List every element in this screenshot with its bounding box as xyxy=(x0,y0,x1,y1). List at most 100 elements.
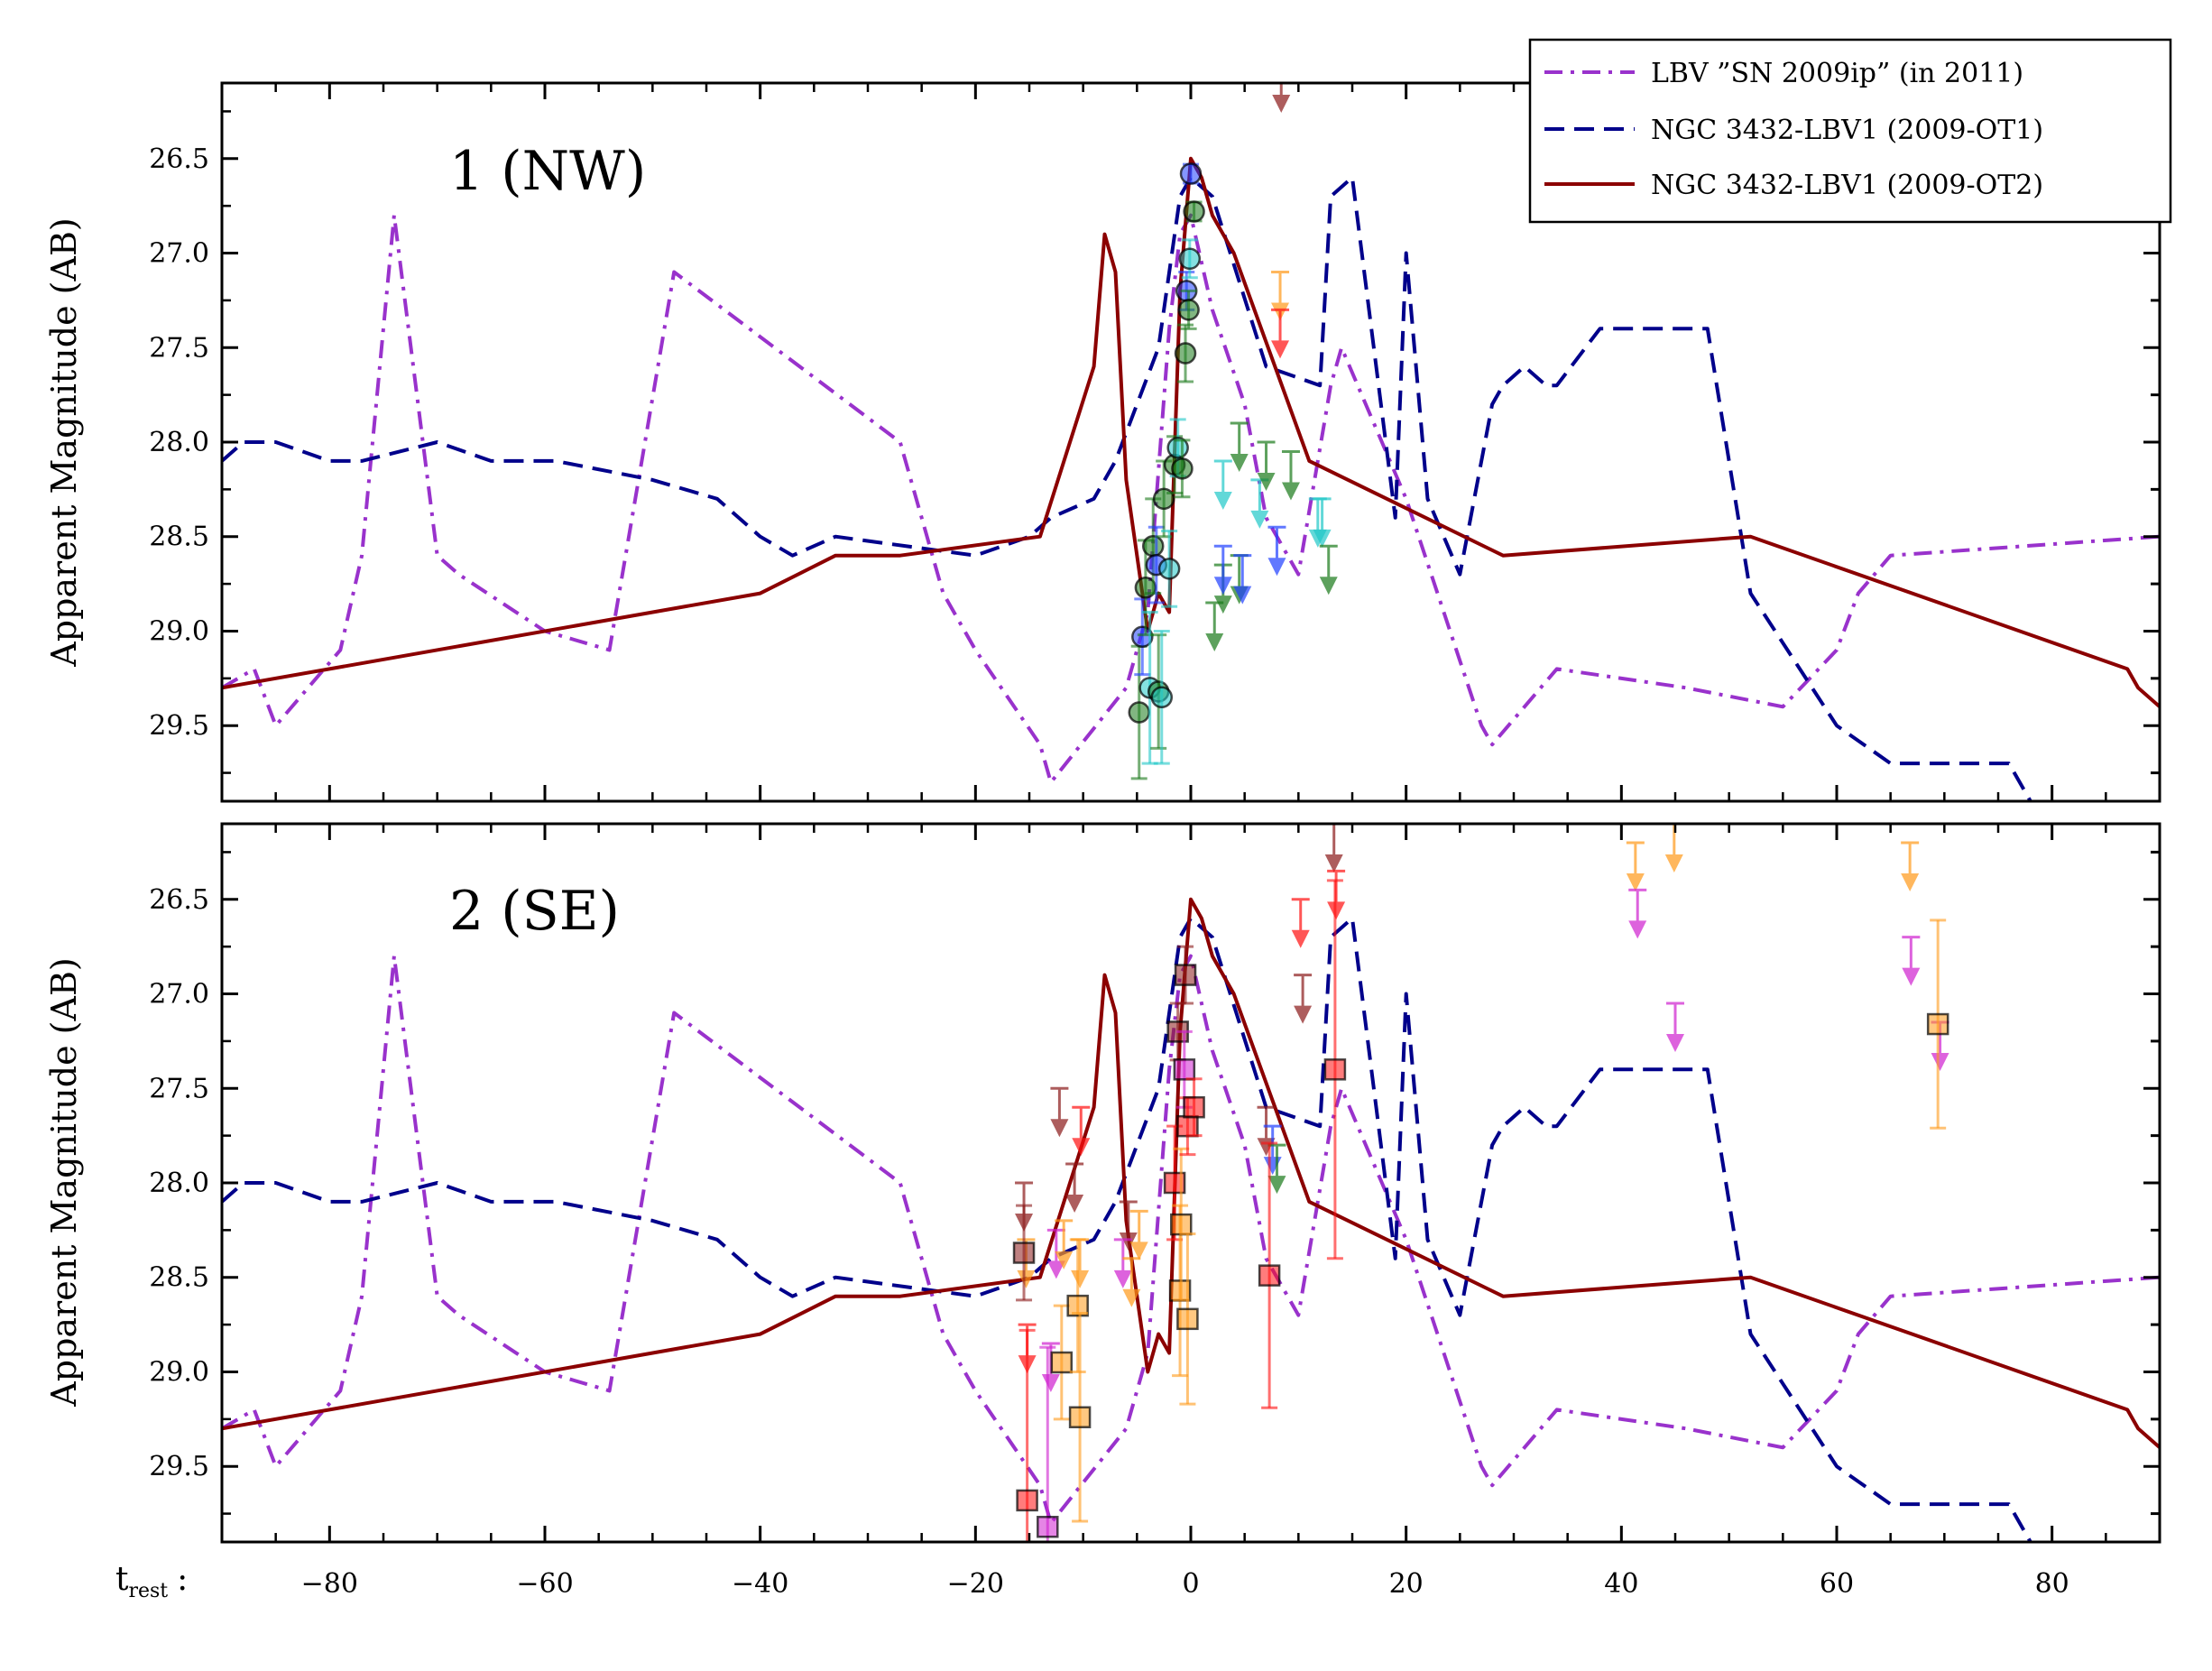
panel-title: 2 (SE) xyxy=(449,880,620,943)
data-point xyxy=(1171,439,1194,499)
y-tick-label: 28.0 xyxy=(149,1168,209,1199)
data-point xyxy=(1174,945,1197,1005)
upper-limit-arrow xyxy=(1267,525,1286,577)
x-tick-label: −80 xyxy=(301,1568,358,1600)
t-rest-colon: : xyxy=(177,1561,188,1598)
data-point xyxy=(1170,1147,1193,1302)
data-point xyxy=(1179,162,1203,185)
data-point xyxy=(1926,919,1949,1130)
y-tick-label: 27.0 xyxy=(149,238,209,270)
upper-limit-arrow xyxy=(1122,1257,1141,1307)
y-tick-label: 26.5 xyxy=(149,143,209,175)
upper-limit-arrow xyxy=(1901,841,1920,891)
y-tick-label: 27.5 xyxy=(149,1073,209,1104)
y-tick-label: 29.0 xyxy=(149,1356,209,1388)
series-line-ngc-3432-lbv1-2009-ot1 xyxy=(222,175,2032,801)
legend-box xyxy=(1528,38,2172,224)
y-axis-label: Apparent Magnitude (AB) xyxy=(44,957,84,1407)
data-point xyxy=(1174,323,1197,383)
x-tick-label: 40 xyxy=(1604,1568,1638,1600)
x-tick-label: −60 xyxy=(516,1568,573,1600)
series-layer xyxy=(222,897,2160,1542)
upper-limit-arrow xyxy=(1119,1200,1138,1251)
y-tick-label: 27.0 xyxy=(149,979,209,1011)
legend-entry-lbv-2009ip: LBV ”SN 2009ip” (in 2011) xyxy=(1544,58,2023,89)
panel-title: 1 (NW) xyxy=(449,140,646,203)
upper-limit-arrow xyxy=(1213,459,1232,510)
data-point xyxy=(1141,497,1165,595)
data-point xyxy=(1066,1238,1089,1373)
series-line-lbv-sn-2009ip-in-2011 xyxy=(222,213,2160,785)
upper-limit-arrow xyxy=(1271,308,1290,359)
upper-limit-arrow xyxy=(1046,1228,1065,1279)
legend-entry-ot2: NGC 3432-LBV1 (2009-OT2) xyxy=(1544,170,2043,201)
series-layer xyxy=(222,156,2160,801)
y-tick-label: 29.0 xyxy=(149,615,209,647)
series-line-ngc-3432-lbv1-2009-ot1 xyxy=(222,916,2032,1542)
y-tick-label: 28.5 xyxy=(149,522,209,553)
upper-limit-arrow xyxy=(1213,544,1232,595)
data-point xyxy=(1016,1328,1038,1542)
x-tick-label: −40 xyxy=(732,1568,788,1600)
x-tick-label: 80 xyxy=(2035,1568,2069,1600)
upper-limit-arrow xyxy=(1902,936,1921,986)
data-point xyxy=(1258,1141,1281,1409)
t-rest-symbol: t xyxy=(115,1561,129,1598)
data-point xyxy=(1037,1345,1059,1542)
legend-entry-ot1: NGC 3432-LBV1 (2009-OT1) xyxy=(1544,115,2043,146)
data-point xyxy=(1178,238,1202,280)
data-point xyxy=(1176,1232,1199,1406)
legend-label: NGC 3432-LBV1 (2009-OT2) xyxy=(1651,170,2043,201)
upper-limit-arrow xyxy=(1050,1086,1069,1138)
data-point xyxy=(1150,629,1174,765)
upper-limit-arrow xyxy=(1230,421,1249,473)
y-tick-label: 27.5 xyxy=(149,332,209,364)
y-tick-label: 26.5 xyxy=(149,884,209,916)
upper-limit-arrow xyxy=(1129,1209,1148,1260)
x-tick-label: 60 xyxy=(1820,1568,1854,1600)
upper-limit-arrow xyxy=(1281,449,1300,501)
upper-limit-arrow xyxy=(1291,898,1310,948)
upper-limit-arrow xyxy=(1257,440,1276,491)
upper-limit-arrow xyxy=(1319,544,1338,595)
ticks-layer xyxy=(220,824,2161,1542)
data-point xyxy=(1068,1312,1092,1523)
upper-limit-arrow xyxy=(1072,1105,1091,1157)
x-tick-label: 20 xyxy=(1389,1568,1424,1600)
upper-limit-arrow xyxy=(1055,1219,1074,1269)
upper-limit-arrow xyxy=(1626,841,1645,891)
data-point xyxy=(1157,529,1181,608)
points-layer xyxy=(1128,83,1338,780)
upper-limit-arrow xyxy=(1666,1002,1684,1052)
upper-limit-arrow xyxy=(1267,1143,1286,1195)
y-tick-labels: 26.5 27.0 27.5 28.0 28.5 29.0 29.5 xyxy=(149,884,209,1482)
upper-limit-arrow xyxy=(1324,824,1343,872)
t-rest-subscript: rest xyxy=(128,1580,168,1602)
t-rest-label: trest: xyxy=(115,1561,188,1602)
x-tick-label: 0 xyxy=(1182,1568,1199,1600)
legend: LBV ”SN 2009ip” (in 2011) NGC 3432-LBV1 … xyxy=(1528,38,2172,224)
upper-limit-arrow xyxy=(1065,1162,1084,1214)
y-tick-label: 29.5 xyxy=(149,1451,209,1482)
y-tick-labels: 26.5 27.0 27.5 28.0 28.5 29.0 29.5 xyxy=(149,143,209,742)
upper-limit-arrow xyxy=(1205,601,1224,652)
data-point xyxy=(1323,879,1347,1260)
data-point xyxy=(1183,1077,1205,1138)
points-layer xyxy=(1012,824,1949,1542)
y-tick-label: 28.5 xyxy=(149,1262,209,1294)
series-line-lbv-sn-2009ip-in-2011 xyxy=(222,954,2160,1526)
y-tick-label: 29.5 xyxy=(149,710,209,742)
x-tick-label: −20 xyxy=(947,1568,1004,1600)
upper-limit-arrow xyxy=(1628,888,1647,939)
y-tick-label: 28.0 xyxy=(149,427,209,458)
data-point xyxy=(1183,200,1205,223)
panel-se: 26.5 27.0 27.5 28.0 28.5 29.0 29.5 2 (SE) Appa… xyxy=(44,822,2161,1544)
series-line-ngc-3432-lbv1-2009-ot2 xyxy=(222,156,2160,708)
upper-limit-arrow xyxy=(1233,554,1252,605)
data-point xyxy=(1012,1204,1036,1302)
legend-label: NGC 3432-LBV1 (2009-OT1) xyxy=(1651,115,2043,146)
upper-limit-arrow xyxy=(1313,497,1332,548)
series-line-ngc-3432-lbv1-2009-ot2 xyxy=(222,897,2160,1449)
x-tick-labels: −80 −60 −40 −20 0 20 40 60 80 xyxy=(301,1568,2069,1600)
